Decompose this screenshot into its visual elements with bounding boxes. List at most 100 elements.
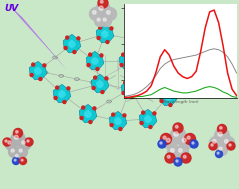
Circle shape [19, 149, 22, 152]
Circle shape [73, 50, 76, 53]
Circle shape [167, 60, 170, 63]
Circle shape [219, 147, 222, 150]
Circle shape [39, 77, 42, 81]
Circle shape [99, 26, 102, 29]
Circle shape [13, 129, 22, 138]
Circle shape [216, 150, 223, 157]
Circle shape [166, 138, 170, 142]
Circle shape [101, 15, 112, 26]
Circle shape [154, 70, 157, 73]
Circle shape [171, 149, 174, 152]
Circle shape [122, 53, 125, 56]
Polygon shape [63, 34, 81, 53]
Polygon shape [114, 117, 122, 125]
Circle shape [101, 91, 104, 94]
Circle shape [149, 125, 152, 129]
Circle shape [100, 0, 103, 3]
Circle shape [92, 11, 96, 14]
Circle shape [170, 128, 186, 144]
Text: UV: UV [4, 4, 18, 13]
Circle shape [167, 155, 170, 158]
Circle shape [211, 144, 213, 146]
Polygon shape [144, 115, 152, 123]
Circle shape [133, 54, 136, 57]
Polygon shape [79, 104, 97, 123]
Circle shape [94, 15, 105, 26]
Circle shape [97, 36, 100, 40]
Polygon shape [164, 93, 172, 101]
Circle shape [103, 18, 106, 21]
Polygon shape [68, 40, 76, 48]
Circle shape [222, 136, 234, 149]
Polygon shape [96, 24, 114, 43]
Circle shape [27, 140, 29, 142]
Circle shape [110, 27, 113, 30]
Polygon shape [124, 57, 132, 65]
Circle shape [97, 18, 100, 21]
Circle shape [9, 146, 20, 157]
Circle shape [210, 136, 223, 149]
Circle shape [103, 8, 116, 20]
Polygon shape [159, 87, 177, 106]
Circle shape [89, 53, 92, 56]
Circle shape [175, 125, 178, 128]
Polygon shape [101, 30, 109, 38]
Circle shape [156, 59, 159, 62]
Polygon shape [136, 37, 144, 45]
Circle shape [183, 155, 186, 158]
Circle shape [145, 34, 148, 37]
Circle shape [105, 77, 108, 80]
Circle shape [106, 40, 109, 43]
Polygon shape [29, 61, 47, 80]
Circle shape [160, 99, 163, 102]
Polygon shape [91, 74, 109, 93]
Circle shape [100, 54, 103, 57]
Circle shape [168, 146, 180, 159]
Circle shape [160, 142, 162, 144]
Circle shape [220, 127, 222, 129]
Circle shape [181, 153, 191, 163]
Circle shape [16, 146, 27, 157]
Circle shape [82, 106, 85, 109]
Circle shape [25, 138, 33, 146]
Circle shape [179, 135, 193, 149]
Circle shape [174, 132, 178, 136]
Circle shape [173, 90, 176, 93]
Circle shape [87, 64, 90, 67]
Circle shape [134, 33, 137, 36]
Circle shape [218, 132, 222, 136]
Circle shape [217, 145, 228, 156]
Polygon shape [121, 79, 139, 98]
Circle shape [22, 141, 25, 144]
Circle shape [129, 67, 132, 70]
Circle shape [173, 123, 183, 133]
Circle shape [64, 46, 67, 50]
Polygon shape [5, 1, 68, 71]
Circle shape [43, 64, 46, 67]
Circle shape [3, 138, 11, 146]
Circle shape [227, 142, 235, 150]
Circle shape [112, 113, 115, 116]
Polygon shape [53, 84, 71, 103]
Circle shape [192, 142, 194, 144]
Circle shape [120, 64, 123, 67]
Circle shape [32, 63, 35, 66]
Circle shape [5, 140, 7, 142]
Circle shape [185, 133, 196, 145]
Circle shape [67, 87, 70, 90]
Circle shape [123, 114, 126, 117]
Circle shape [212, 139, 216, 143]
Circle shape [77, 37, 80, 40]
Circle shape [14, 135, 18, 139]
Polygon shape [91, 57, 99, 65]
Circle shape [11, 149, 14, 152]
Circle shape [5, 138, 17, 150]
Circle shape [190, 140, 198, 148]
Circle shape [169, 104, 172, 106]
Circle shape [92, 87, 95, 90]
Circle shape [13, 152, 23, 162]
Circle shape [214, 129, 229, 143]
Polygon shape [84, 110, 92, 118]
Circle shape [96, 67, 99, 70]
Polygon shape [158, 63, 166, 71]
